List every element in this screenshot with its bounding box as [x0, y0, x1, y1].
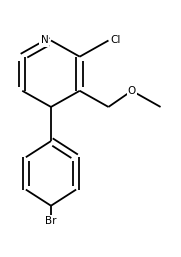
- Text: Br: Br: [45, 216, 57, 226]
- Text: N: N: [41, 35, 48, 45]
- Text: Cl: Cl: [110, 35, 121, 45]
- Text: O: O: [128, 86, 136, 96]
